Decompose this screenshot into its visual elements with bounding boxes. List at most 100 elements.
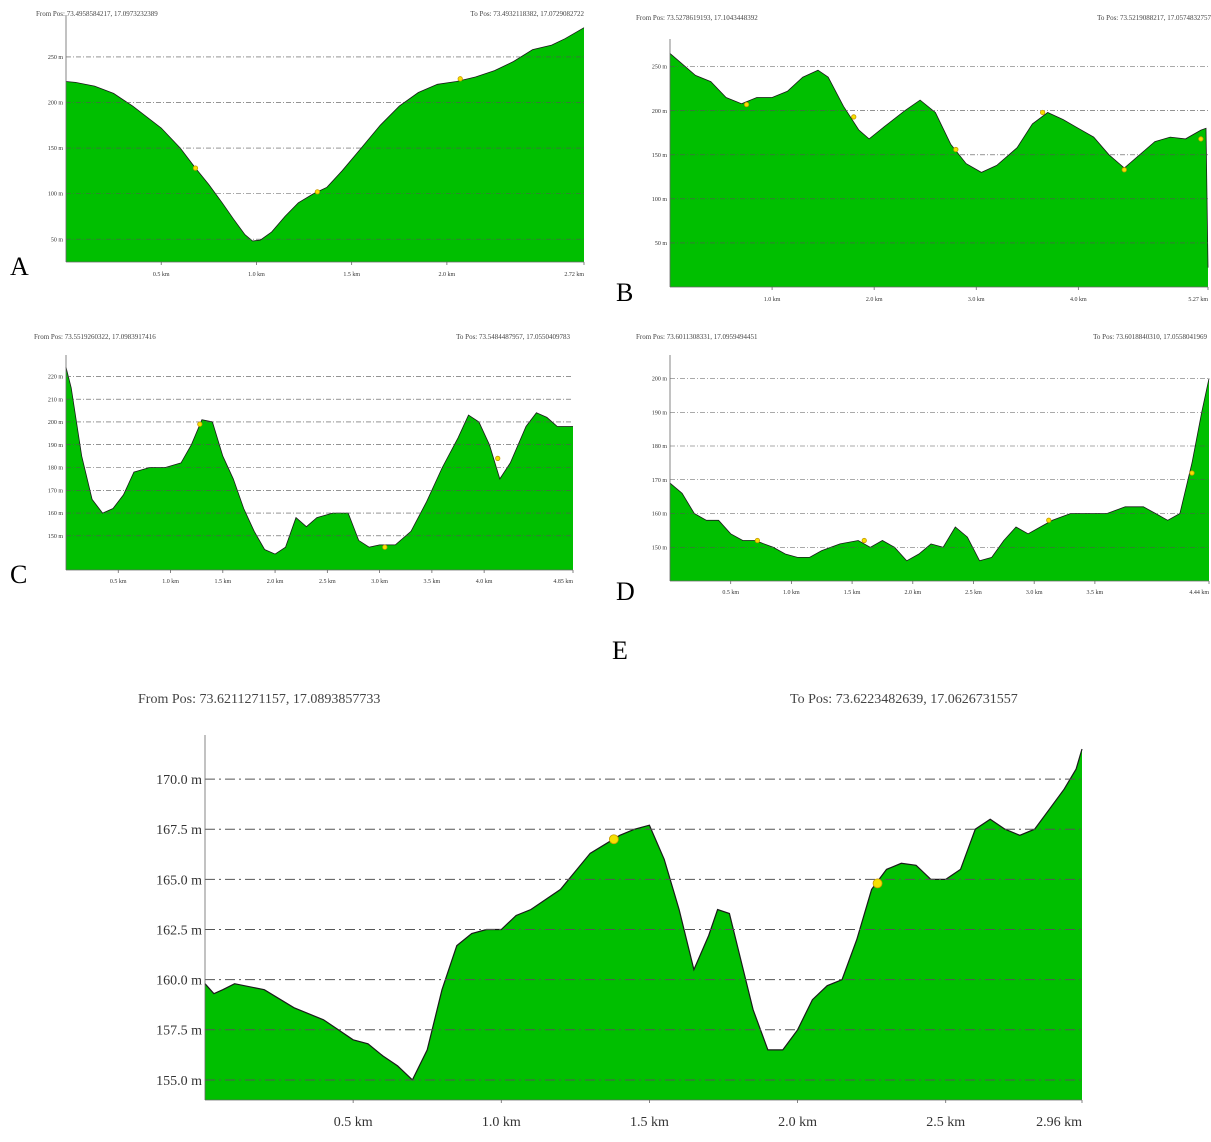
elevation-line	[65, 367, 573, 555]
x-tick-label: 4.85 km	[553, 579, 573, 585]
x-tick-label: 3.5 km	[424, 579, 441, 585]
y-tick-label: 100 m	[652, 197, 668, 203]
y-tick-label: 160 m	[652, 512, 668, 518]
x-tick-label: 0.5 km	[153, 272, 170, 278]
x-tick-label: 3.0 km	[1026, 590, 1043, 596]
y-tick-label: 210 m	[48, 397, 64, 403]
from-pos-label: From Pos: 73.6011308331, 17.0959494451	[636, 333, 758, 341]
x-tick-label: 2.0 km	[267, 579, 284, 585]
y-tick-label: 180 m	[652, 444, 668, 450]
y-tick-label: 190 m	[652, 410, 668, 416]
x-tick-label: 5.27 km	[1188, 297, 1208, 303]
y-tick-label: 160.0 m	[156, 974, 202, 989]
x-tick-label: 2.96 km	[1036, 1115, 1082, 1130]
y-tick-label: 155.0 m	[156, 1074, 202, 1089]
waypoint-marker	[608, 834, 619, 845]
waypoint-marker	[457, 76, 463, 82]
x-tick-label: 1.0 km	[783, 590, 800, 596]
waypoint-marker	[495, 455, 501, 461]
waypoint-marker	[314, 189, 320, 195]
x-tick-label: 4.44 km	[1189, 590, 1209, 596]
y-tick-label: 157.5 m	[156, 1024, 202, 1039]
y-tick-label: 165.0 m	[156, 873, 202, 888]
y-tick-label: 190 m	[48, 443, 64, 449]
waypoint-marker	[1040, 109, 1046, 116]
elevation-area	[670, 378, 1209, 581]
to-pos-label: To Pos: 73.6018840310, 17.0558041969	[1093, 333, 1207, 341]
y-tick-label: 50 m	[51, 237, 64, 243]
x-tick-label: 3.0 km	[371, 579, 388, 585]
y-tick-label: 100 m	[48, 192, 64, 198]
elevation-chart-e: From Pos: 73.6211271157, 17.0893857733 T…	[0, 680, 1211, 1142]
y-tick-label: 167.5 m	[156, 823, 202, 838]
from-pos-label: From Pos: 73.5519260322, 17.0983917416	[34, 333, 156, 341]
elevation-line	[204, 748, 1083, 1081]
y-tick-label: 180 m	[48, 466, 64, 472]
elevation-chart-d: From Pos: 73.6011308331, 17.0959494451 T…	[612, 325, 1211, 615]
x-tick-label: 1.5 km	[844, 590, 861, 596]
waypoint-marker	[382, 544, 388, 550]
elevation-line	[669, 53, 1209, 268]
elevation-area	[66, 27, 584, 263]
x-tick-label: 3.5 km	[1087, 590, 1104, 596]
x-tick-label: 2.0 km	[439, 272, 456, 278]
waypoint-marker	[861, 537, 867, 544]
waypoint-marker	[743, 101, 750, 108]
y-tick-label: 160 m	[48, 511, 64, 517]
y-tick-label: 200 m	[652, 377, 668, 383]
from-pos-label: From Pos: 73.6211271157, 17.0893857733	[138, 692, 381, 707]
to-pos-label: To Pos: 73.5219088217, 17.0574832757	[1097, 14, 1211, 22]
panel-letter-a: A	[10, 252, 29, 281]
elevation-chart-c: From Pos: 73.5519260322, 17.0983917416 T…	[0, 325, 600, 595]
y-tick-label: 200 m	[48, 101, 64, 107]
y-tick-label: 200 m	[48, 420, 64, 426]
waypoint-marker	[851, 114, 857, 120]
x-tick-label: 1.5 km	[214, 579, 231, 585]
y-tick-label: 150 m	[48, 534, 64, 540]
to-pos-label: To Pos: 73.5484487957, 17.0550409783	[456, 333, 570, 341]
y-tick-label: 162.5 m	[156, 923, 202, 938]
x-tick-label: 2.72 km	[564, 272, 584, 278]
y-tick-label: 170.0 m	[156, 773, 202, 788]
elevation-chart-a: From Pos: 73.4958584217, 17.0973232389 T…	[0, 0, 600, 290]
x-tick-label: 1.0 km	[162, 579, 179, 585]
chart-b-plot: 50 m 100 m 150 m 200 m 250 m 1.0 km 2.0 km 3.0 …	[652, 39, 1209, 303]
to-pos-label: To Pos: 73.4932118382, 17.0729082722	[470, 10, 584, 18]
x-tick-label: 3.0 km	[968, 297, 985, 303]
elevation-line	[669, 378, 1210, 562]
x-tick-label: 2.0 km	[904, 590, 921, 596]
waypoint-marker	[192, 165, 199, 171]
y-tick-label: 250 m	[48, 55, 64, 61]
x-tick-label: 1.0 km	[764, 297, 781, 303]
panel-letter-c: C	[10, 560, 28, 589]
y-tick-label: 150 m	[652, 545, 668, 551]
x-tick-label: 1.5 km	[343, 272, 360, 278]
x-tick-label: 1.0 km	[482, 1115, 521, 1130]
waypoint-marker	[1189, 470, 1195, 476]
x-tick-label: 1.5 km	[630, 1115, 669, 1130]
waypoint-marker	[953, 146, 959, 153]
elevation-area	[66, 367, 573, 570]
x-tick-label: 0.5 km	[110, 579, 127, 585]
panel-letter-d: D	[616, 577, 635, 606]
chart-e-plot: 155.0 m 157.5 m 160.0 m 162.5 m 165.0 m 167.5…	[156, 735, 1083, 1130]
x-tick-label: 0.5 km	[722, 590, 739, 596]
to-pos-label: To Pos: 73.6223482639, 17.0626731557	[790, 692, 1018, 707]
y-tick-label: 170 m	[48, 488, 64, 494]
elevation-chart-b: From Pos: 73.5278619193, 17.1043448392 T…	[612, 0, 1211, 310]
x-tick-label: 2.0 km	[866, 297, 883, 303]
from-pos-label: From Pos: 73.4958584217, 17.0973232389	[36, 10, 158, 18]
x-tick-label: 2.0 km	[778, 1115, 817, 1130]
y-tick-label: 220 m	[48, 374, 64, 380]
elevation-line	[65, 27, 585, 242]
x-tick-label: 4.0 km	[1070, 297, 1087, 303]
waypoint-marker	[1121, 167, 1127, 173]
chart-a-plot: 50 m 100 m 150 m 200 m 250 m 0.5 km 1.0 km 1.5 …	[48, 15, 585, 278]
waypoint-marker	[1198, 136, 1204, 142]
waypoint-marker	[1046, 517, 1052, 523]
y-tick-label: 150 m	[652, 153, 668, 159]
x-tick-label: 1.0 km	[248, 272, 265, 278]
y-tick-label: 250 m	[652, 65, 668, 71]
waypoint-marker	[872, 878, 883, 889]
waypoint-marker	[197, 421, 203, 427]
